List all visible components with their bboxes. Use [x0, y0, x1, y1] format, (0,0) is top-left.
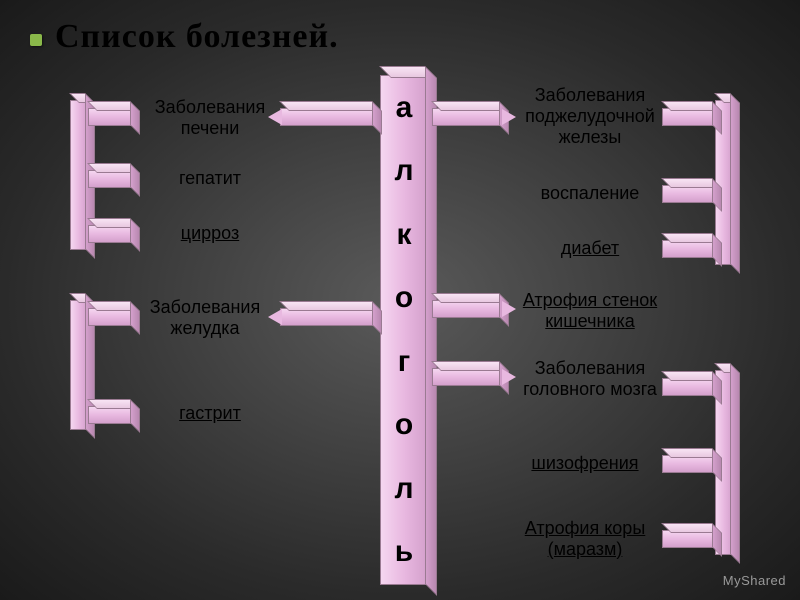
- center-column: а л к о г о л ь: [380, 75, 428, 585]
- left-bracket-2-arm: [88, 308, 133, 326]
- right-bracket-1-arm: [662, 240, 715, 258]
- center-letter: а: [396, 93, 413, 123]
- connector-right-3: [432, 368, 502, 386]
- watermark: MyShared: [723, 573, 786, 588]
- connector-left-2: [280, 308, 375, 326]
- center-letter: о: [395, 410, 413, 440]
- right-group-header: Заболевания головного мозга: [500, 358, 680, 400]
- center-letter: л: [394, 156, 413, 186]
- center-letter: л: [394, 474, 413, 504]
- left-bracket-1-arm: [88, 170, 133, 188]
- page-title: Список болезней.: [55, 18, 339, 56]
- left-item-label: гастрит: [150, 403, 270, 424]
- right-item-label: диабет: [540, 238, 640, 259]
- left-bracket-1-vertical: [70, 100, 88, 250]
- right-item-label: шизофрения: [510, 453, 660, 474]
- left-bracket-1-arm: [88, 225, 133, 243]
- left-bracket-2-vertical: [70, 300, 88, 430]
- left-item-label: гепатит: [150, 168, 270, 189]
- center-letter: ь: [395, 537, 413, 567]
- center-letter: г: [398, 347, 411, 377]
- left-group-header: Заболевания печени: [140, 97, 280, 139]
- center-letter: к: [396, 220, 411, 250]
- title-bullet: [30, 34, 42, 46]
- right-group-header: Заболевания поджелудочной железы: [500, 85, 680, 148]
- connector-left-1: [280, 108, 375, 126]
- left-group-header: Заболевания желудка: [130, 297, 280, 339]
- right-item-label: Атрофия коры (маразм): [500, 518, 670, 560]
- center-letter: о: [395, 283, 413, 313]
- right-group-header: Атрофия стенок кишечника: [500, 290, 680, 332]
- left-bracket-1-arm: [88, 108, 133, 126]
- connector-right-2: [432, 300, 502, 318]
- right-bracket-1-arm: [662, 185, 715, 203]
- left-bracket-2-arm: [88, 406, 133, 424]
- left-item-label: цирроз: [150, 223, 270, 244]
- right-bracket-2-arm: [662, 455, 715, 473]
- connector-right-1: [432, 108, 502, 126]
- right-item-label: воспаление: [520, 183, 660, 204]
